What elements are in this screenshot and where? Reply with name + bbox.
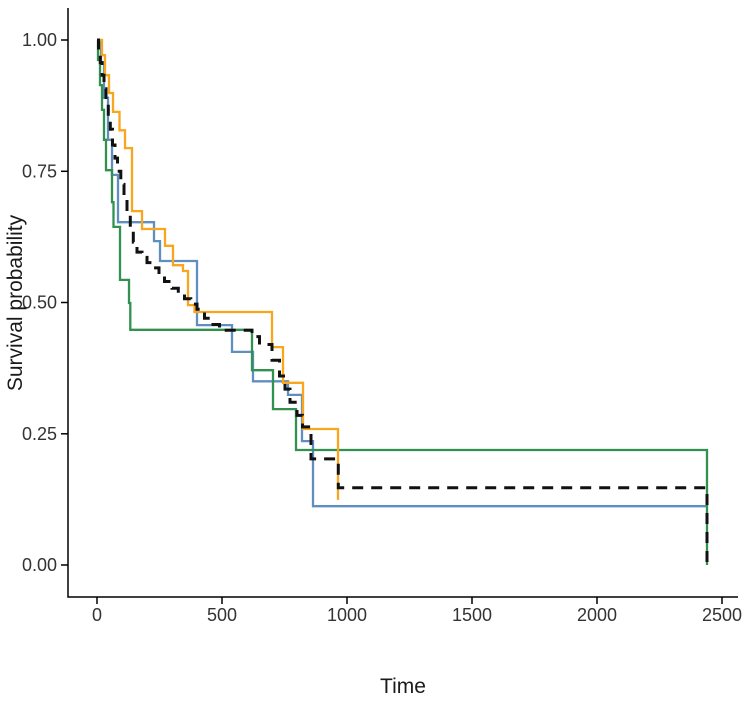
x-tick-label: 1500 xyxy=(452,605,492,625)
x-tick-label: 2000 xyxy=(577,605,617,625)
y-tick-label: 0.25 xyxy=(22,424,57,444)
x-tick-label: 0 xyxy=(92,605,102,625)
y-tick-label: 0.75 xyxy=(22,161,57,181)
series-layer xyxy=(96,38,709,565)
y-tick-label: 0.50 xyxy=(22,293,57,313)
survival-curve-group-orange xyxy=(97,38,340,500)
y-axis-title: Survival probability xyxy=(4,214,27,391)
x-tick-label: 500 xyxy=(207,605,237,625)
x-tick-label: 1000 xyxy=(327,605,367,625)
x-tick-label: 2500 xyxy=(702,605,742,625)
y-tick-label: 1.00 xyxy=(22,30,57,50)
axis-lines xyxy=(67,8,738,598)
x-axis-title: Time xyxy=(380,675,426,698)
survival-curve-group-green xyxy=(96,38,709,565)
survival-curve-overall-dashed xyxy=(97,38,709,565)
y-tick-label: 0.00 xyxy=(22,555,57,575)
axes-layer: 0 500 1000 1500 2000 2500 0.00 0.25 0.50 0.75 1.00 xyxy=(22,8,742,625)
